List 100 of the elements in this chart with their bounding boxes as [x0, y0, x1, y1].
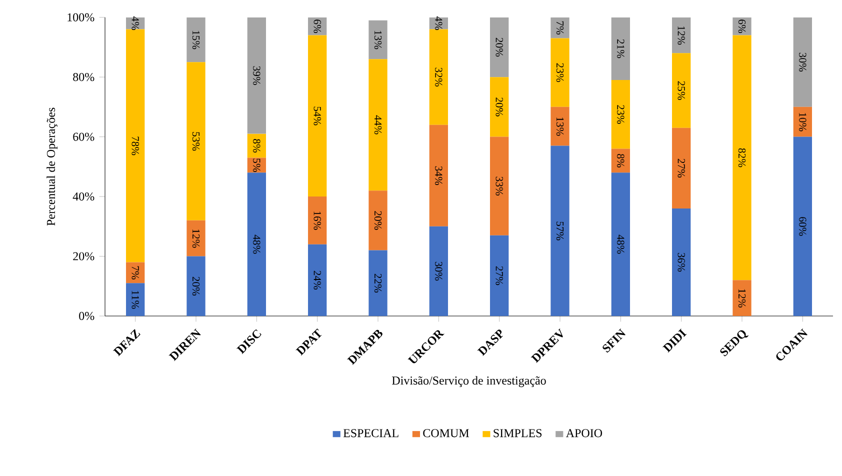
data-label: 7%: [132, 266, 139, 280]
data-label: 27%: [496, 266, 503, 286]
bar: [429, 124, 448, 226]
bar: [186, 256, 206, 316]
data-label: 8%: [617, 154, 624, 168]
data-label: 21%: [617, 39, 624, 58]
data-label: 30%: [799, 52, 806, 72]
data-label: 13%: [556, 118, 564, 136]
data-label: 54%: [314, 106, 321, 126]
data-label: 39%: [253, 66, 260, 85]
bar: [611, 80, 630, 149]
bar: [550, 146, 570, 316]
data-label: 44%: [374, 115, 382, 134]
bar: [490, 136, 509, 236]
data-label: 16%: [314, 212, 321, 230]
y-tick-label: 0%: [79, 312, 94, 320]
legend-label: APOIO: [566, 429, 602, 438]
bar: [126, 283, 145, 316]
y-tick-label: 60%: [73, 132, 94, 141]
bar: [308, 17, 327, 36]
data-label: 32%: [435, 68, 442, 86]
legend-label: COMUM: [423, 429, 469, 438]
bar: [247, 17, 266, 134]
bar: [368, 250, 388, 316]
bar: [247, 134, 266, 158]
data-label: 57%: [556, 222, 564, 240]
data-label: 78%: [132, 136, 139, 156]
data-label: 22%: [374, 274, 382, 293]
bar: [490, 77, 509, 137]
bar: [126, 262, 145, 284]
bar: [186, 62, 206, 220]
x-axis-title: Divisão/Serviço de investigação: [392, 376, 546, 388]
data-label: 5%: [253, 158, 260, 172]
bar: [550, 17, 570, 38]
bar: [186, 17, 206, 62]
data-label: 15%: [192, 30, 200, 50]
bar: [672, 128, 691, 208]
data-label: 6%: [314, 20, 321, 34]
y-tick-label: 80%: [73, 72, 94, 82]
data-label: 34%: [435, 166, 442, 186]
data-label: 82%: [738, 148, 746, 168]
bar: [308, 196, 327, 244]
bar: [308, 35, 327, 197]
bar: [732, 17, 752, 36]
bar: [126, 29, 145, 262]
bar: [247, 158, 266, 173]
data-label: 7%: [556, 21, 564, 35]
data-label: 4%: [435, 16, 442, 30]
bar: [611, 172, 630, 316]
data-label: 11%: [132, 290, 139, 309]
data-label: 23%: [556, 63, 564, 82]
data-label: 4%: [132, 16, 139, 30]
data-label: 20%: [192, 276, 200, 296]
bar: [308, 244, 327, 316]
data-label: 13%: [374, 30, 382, 50]
bar: [490, 235, 509, 316]
data-label: 12%: [738, 289, 746, 308]
data-label: 33%: [496, 176, 503, 196]
data-label: 10%: [799, 113, 806, 132]
bar: [429, 29, 448, 125]
bar: [672, 17, 691, 54]
data-label: 60%: [799, 217, 806, 236]
data-label: 25%: [678, 81, 685, 100]
data-label: 24%: [314, 270, 321, 290]
data-label: 12%: [192, 230, 200, 248]
data-label: 48%: [253, 234, 260, 254]
legend-label: SIMPLES: [494, 429, 542, 438]
bar: [732, 280, 752, 316]
bar: [672, 208, 691, 316]
bar: [793, 106, 812, 137]
y-tick-label: 40%: [72, 192, 94, 201]
y-tick-label: 100%: [68, 13, 94, 22]
bar: [732, 35, 752, 280]
bar: [611, 148, 630, 173]
bar: [793, 136, 812, 316]
bar: [247, 172, 266, 316]
data-label: 27%: [678, 158, 685, 178]
data-label: 48%: [617, 234, 624, 254]
bar: [550, 106, 570, 146]
data-label: 36%: [678, 252, 685, 272]
bar: [672, 53, 691, 128]
data-label: 20%: [374, 211, 382, 230]
data-label: 30%: [435, 262, 442, 281]
bar: [368, 59, 388, 191]
data-label: 23%: [617, 105, 624, 124]
bar: [611, 17, 630, 80]
bar: [793, 17, 812, 107]
bar: [550, 38, 570, 107]
data-label: 8%: [253, 139, 260, 152]
data-label: 12%: [678, 26, 685, 45]
bar: [368, 190, 388, 250]
y-tick-label: 20%: [73, 252, 94, 260]
legend-label: ESPECIAL: [343, 429, 398, 438]
bar: [368, 20, 388, 60]
data-label: 20%: [496, 38, 503, 57]
bar: [490, 17, 509, 78]
y-axis-title: Percentual de Operações: [46, 108, 58, 226]
data-label: 20%: [496, 98, 503, 116]
data-label: 53%: [192, 132, 200, 151]
bar: [186, 220, 206, 256]
